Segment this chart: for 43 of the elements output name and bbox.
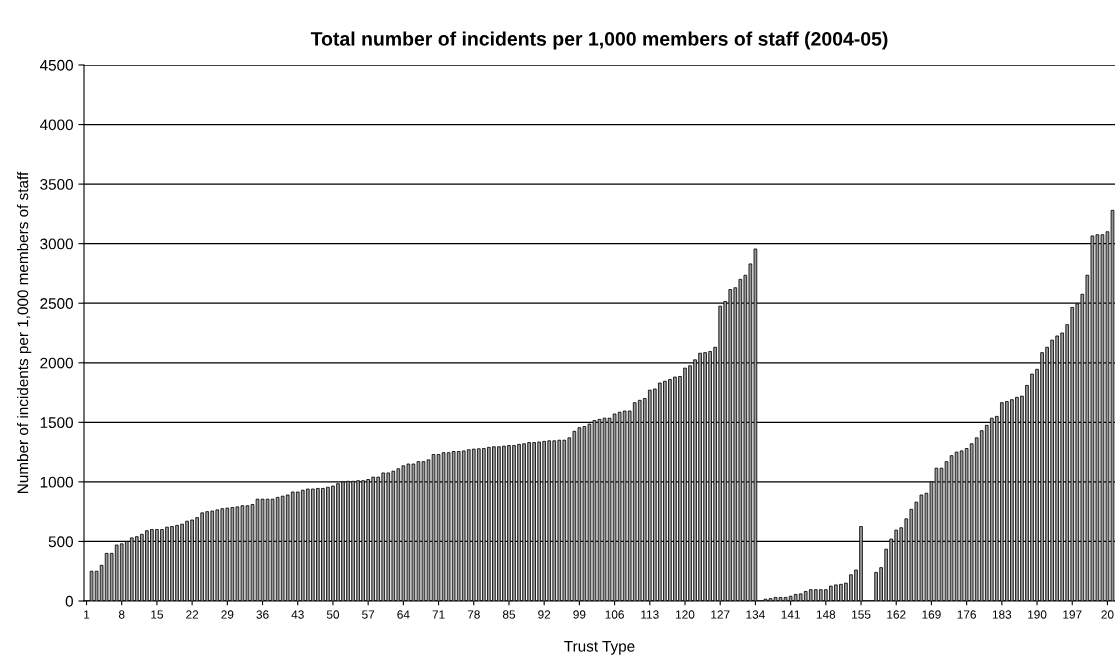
x-tick-label: 106 xyxy=(605,610,624,619)
y-tick-label: 3000 xyxy=(40,238,73,250)
y-tick-label: 2500 xyxy=(40,298,73,309)
x-tick-label: 78 xyxy=(467,610,480,619)
x-tick-label: 141 xyxy=(781,610,800,619)
y-axis-title: Number of incidents per 1,000 members of staff xyxy=(17,171,32,493)
x-tick-label: 43 xyxy=(291,610,304,619)
x-tick-label: 120 xyxy=(676,610,695,619)
x-tick-label: 1 xyxy=(84,610,90,619)
x-tick-label: 113 xyxy=(641,610,659,619)
x-tick-label: 50 xyxy=(326,610,340,619)
x-tick-label: 169 xyxy=(922,610,941,619)
y-tick-label: 500 xyxy=(48,536,73,548)
y-tick-label: 4500 xyxy=(39,59,73,71)
x-tick-label: 22 xyxy=(186,610,199,619)
x-tick-label: 148 xyxy=(816,610,836,619)
x-tick-label: 127 xyxy=(711,610,730,619)
x-tick-label: 85 xyxy=(502,610,516,619)
x-tick-label: 197 xyxy=(1063,610,1082,619)
x-tick-label: 29 xyxy=(221,610,234,619)
x-tick-label: 71 xyxy=(432,610,445,619)
x-tick-label: 8 xyxy=(118,610,125,619)
x-tick-label: 176 xyxy=(957,610,976,619)
x-tick-label: 36 xyxy=(256,610,269,619)
x-tick-label: 57 xyxy=(362,610,375,619)
y-tick-label: 2000 xyxy=(40,357,73,369)
y-tick-label: 3500 xyxy=(40,178,73,190)
x-axis-title: Trust Type xyxy=(564,641,635,655)
y-tick-label: 1000 xyxy=(40,476,73,488)
x-tick-label: 64 xyxy=(397,610,410,619)
x-tick-label: 20 xyxy=(1101,610,1114,619)
x-tick-label: 155 xyxy=(852,610,871,619)
y-tick-label: 0 xyxy=(65,595,73,607)
y-tick-label: 1500 xyxy=(40,417,73,429)
x-tick-label: 134 xyxy=(746,610,765,619)
x-tick-label: 162 xyxy=(887,610,906,619)
x-tick-label: 190 xyxy=(1028,610,1047,619)
x-tick-label: 99 xyxy=(573,610,586,619)
x-tick-label: 92 xyxy=(538,610,551,619)
x-tick-label: 15 xyxy=(151,610,163,619)
x-tick-label: 183 xyxy=(992,610,1012,619)
chart-title: Total number of incidents per 1,000 members of staff (2004-05) xyxy=(310,31,888,50)
y-tick-label: 4000 xyxy=(39,119,73,131)
